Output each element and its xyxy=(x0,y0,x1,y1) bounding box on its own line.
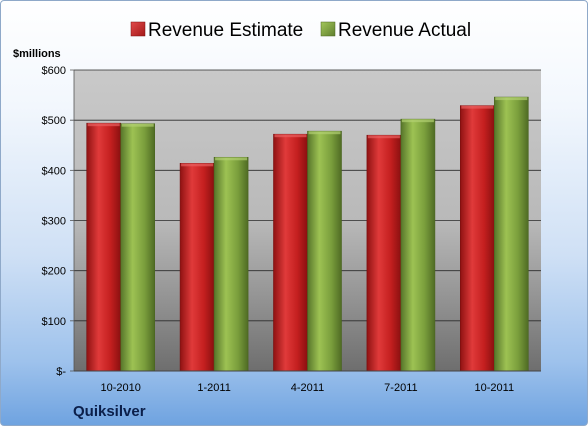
axes: $- $100 $200 $300 $400 $500 $600 10-2010 1-2011 4… xyxy=(42,65,541,394)
bar-top-highlight xyxy=(181,163,214,167)
bar-revenue-estimate xyxy=(366,134,402,372)
bar-revenue-estimate xyxy=(459,105,495,372)
bar-top-highlight xyxy=(308,131,341,135)
bar-revenue-actual xyxy=(307,130,342,372)
y-axis-unit-label: $millions xyxy=(13,48,61,60)
x-tick-label: 7-2011 xyxy=(384,382,417,394)
legend-label-revenue-actual: Revenue Actual xyxy=(338,20,471,41)
y-tick-label: $- xyxy=(56,366,66,378)
legend-swatch-revenue-estimate xyxy=(130,21,146,37)
x-tick-label: 1-2011 xyxy=(197,382,230,394)
y-tick-label: $400 xyxy=(42,165,66,177)
bar-top-highlight xyxy=(495,97,528,101)
bars xyxy=(86,96,529,372)
bar-revenue-actual xyxy=(213,156,249,372)
legend-label-revenue-estimate: Revenue Estimate xyxy=(148,20,303,41)
bar-top-highlight xyxy=(461,105,494,109)
y-tick-label: $600 xyxy=(42,65,66,77)
x-tick-label: 10-2010 xyxy=(101,382,141,394)
y-tick-label: $200 xyxy=(42,266,66,278)
bar-top-highlight xyxy=(401,119,434,123)
y-tick-label: $500 xyxy=(42,115,66,127)
x-tick-label: 10-2011 xyxy=(475,382,515,394)
y-tick-label: $100 xyxy=(42,316,66,328)
legend-swatch-revenue-actual xyxy=(320,21,336,37)
x-tick-label: 4-2011 xyxy=(291,382,324,394)
bar-revenue-estimate xyxy=(179,163,215,372)
bar-revenue-actual xyxy=(120,123,155,372)
bar-revenue-actual xyxy=(400,118,436,372)
bar-top-highlight xyxy=(274,134,307,138)
bar-revenue-estimate xyxy=(273,133,308,372)
bar-top-highlight xyxy=(367,135,400,139)
y-tick-label: $300 xyxy=(42,216,66,228)
bar-top-highlight xyxy=(87,123,120,127)
bar-revenue-actual xyxy=(493,96,529,372)
bar-top-highlight xyxy=(121,123,154,127)
company-name: Quiksilver xyxy=(73,403,146,420)
legend: Revenue Estimate Revenue Actual xyxy=(130,20,471,41)
bar-revenue-estimate xyxy=(86,122,121,372)
bar-top-highlight xyxy=(215,157,248,161)
